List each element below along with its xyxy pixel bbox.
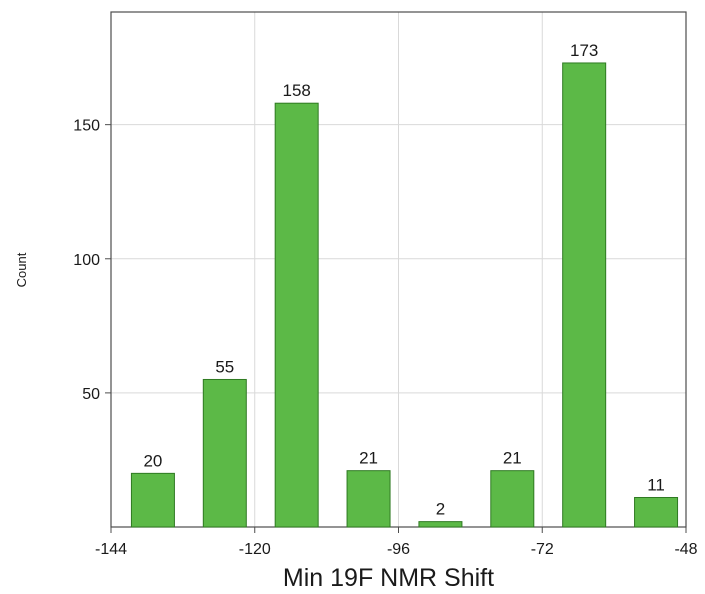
x-axis-ticks: -144 -120 -96 -72 -48 bbox=[95, 527, 698, 558]
bar-value-label: 21 bbox=[359, 449, 378, 468]
bar-value-label: 2 bbox=[436, 500, 445, 519]
y-axis-title: Count bbox=[14, 252, 29, 287]
x-tick-label: -72 bbox=[531, 541, 554, 558]
y-axis-ticks: 50 100 150 bbox=[73, 118, 111, 403]
bar bbox=[202, 378, 247, 528]
bar-value-label: 55 bbox=[215, 357, 234, 376]
bar bbox=[130, 472, 175, 528]
bar bbox=[346, 470, 391, 528]
bar bbox=[490, 470, 535, 528]
bar-value-label: 21 bbox=[503, 449, 522, 468]
x-tick-label: -120 bbox=[239, 541, 271, 558]
y-tick-label: 150 bbox=[73, 118, 100, 135]
bar bbox=[274, 102, 319, 528]
bar bbox=[562, 62, 607, 528]
x-tick-label: -48 bbox=[674, 541, 697, 558]
y-tick-label: 50 bbox=[82, 386, 100, 403]
bar-value-label: 20 bbox=[143, 451, 162, 470]
data-labels: 20 55 158 21 2 21 173 11 bbox=[143, 41, 664, 519]
bar-value-label: 158 bbox=[282, 81, 310, 100]
bar-value-label: 11 bbox=[647, 475, 665, 494]
bars bbox=[130, 62, 679, 528]
bar bbox=[418, 521, 463, 528]
bar-value-label: 173 bbox=[570, 41, 598, 60]
bar bbox=[634, 496, 679, 528]
y-tick-label: 100 bbox=[73, 252, 100, 269]
x-tick-label: -144 bbox=[95, 541, 127, 558]
x-axis-title: Min 19F NMR Shift bbox=[283, 564, 494, 592]
x-tick-label: -96 bbox=[387, 541, 410, 558]
